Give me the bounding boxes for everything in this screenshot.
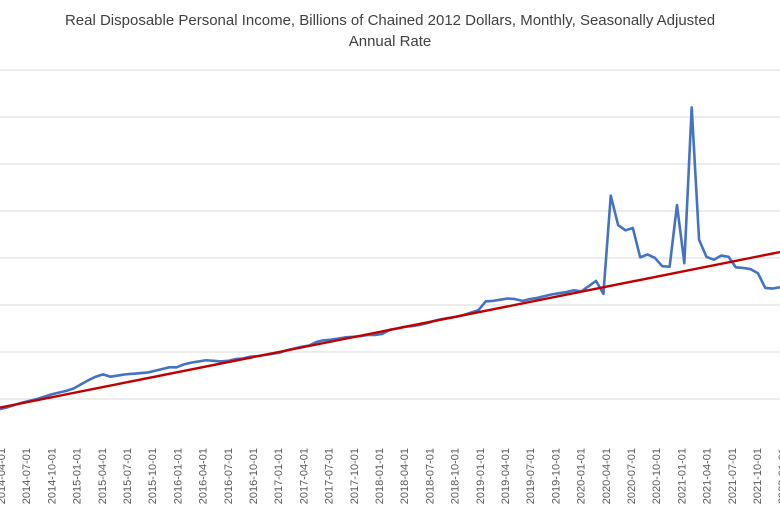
x-tick-label: 2015-07-01 (122, 448, 134, 504)
x-tick-label: 2015-10-01 (147, 448, 159, 504)
x-tick-label: 2018-04-01 (399, 448, 411, 504)
x-tick-label: 2015-01-01 (72, 448, 84, 504)
chart-title-line-1: Real Disposable Personal Income, Billion… (64, 12, 716, 29)
x-axis-tick-labels: 2014-04-01 2014-07-01 2014-10-01 2015-01-01… (0, 448, 780, 504)
x-tick-label: 2021-10-01 (752, 448, 764, 504)
x-tick-label: 2019-01-01 (475, 448, 487, 504)
x-tick-label: 2016-01-01 (172, 448, 184, 504)
x-tick-label: 2019-07-01 (525, 448, 537, 504)
x-tick-label: 2020-01-01 (576, 448, 588, 504)
x-tick-label: 2014-04-01 (0, 448, 8, 504)
x-tick-label: 2020-07-01 (626, 448, 638, 504)
series-lines (0, 106, 780, 411)
x-tick-label: 2021-01-01 (676, 448, 688, 504)
x-tick-label: 2020-04-01 (601, 448, 613, 504)
x-tick-label: 2019-10-01 (550, 448, 562, 504)
x-tick-label: 2018-01-01 (374, 448, 386, 504)
x-tick-label: 2017-07-01 (324, 448, 336, 504)
x-tick-label: 2015-04-01 (97, 448, 109, 504)
x-tick-label: 2021-07-01 (727, 448, 739, 504)
x-tick-label: 2016-04-01 (198, 448, 210, 504)
x-tick-label: 2014-10-01 (46, 448, 58, 504)
series-line-trend (0, 250, 780, 409)
x-tick-label: 2019-04-01 (500, 448, 512, 504)
x-tick-label: 2022-01-01 (777, 448, 780, 504)
x-tick-label: 2018-10-01 (450, 448, 462, 504)
x-tick-label: 2020-10-01 (651, 448, 663, 504)
x-tick-label: 2017-01-01 (273, 448, 285, 504)
x-tick-label: 2016-07-01 (223, 448, 235, 504)
chart-title: Real Disposable Personal Income, Billion… (0, 10, 780, 52)
gridlines (0, 69, 780, 400)
x-tick-label: 2017-10-01 (349, 448, 361, 504)
x-tick-label: 2018-07-01 (424, 448, 436, 504)
x-tick-label: 2014-07-01 (21, 448, 33, 504)
chart-title-line-2: Annual Rate (348, 33, 432, 50)
x-tick-label: 2017-04-01 (298, 448, 310, 504)
x-tick-label: 2016-10-01 (248, 448, 260, 504)
x-tick-label: 2021-04-01 (702, 448, 714, 504)
